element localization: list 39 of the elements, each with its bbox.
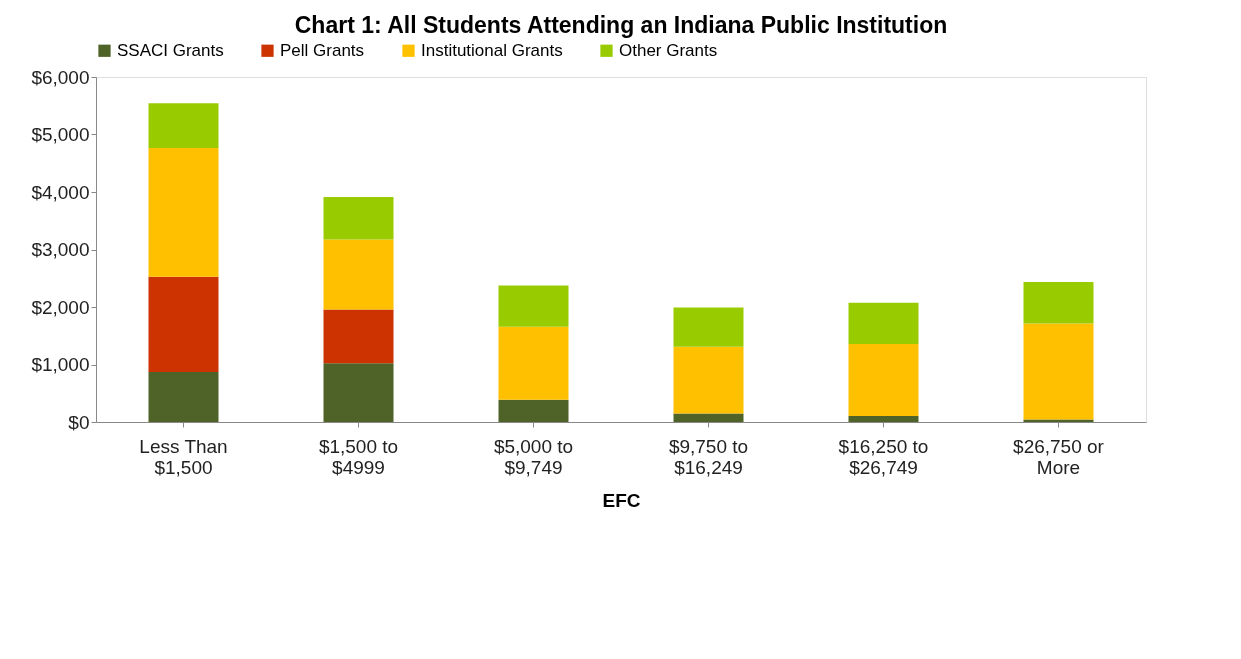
x-tick-label: $1,500 to $4999	[318, 435, 399, 478]
bar	[498, 326, 569, 400]
bar	[673, 413, 744, 422]
legend-label: Institutional Grants	[421, 40, 563, 60]
y-tick-label: $0	[68, 411, 90, 433]
bar	[848, 415, 919, 422]
x-tick-label: $5,000 to $9,749	[493, 435, 574, 478]
bar	[323, 239, 394, 310]
x-tick-label: $9,750 to $16,249	[668, 435, 749, 478]
bar	[1023, 323, 1094, 420]
y-tick-label: $6,000	[31, 66, 90, 88]
y-tick-label: $2,000	[31, 296, 90, 318]
x-tick-label: Less Than $1,500	[139, 435, 228, 478]
bar	[323, 309, 394, 364]
bar	[1023, 281, 1094, 324]
bar	[498, 285, 569, 327]
bar	[148, 276, 219, 372]
bar	[673, 307, 744, 347]
y-tick-label: $1,000	[31, 354, 90, 375]
legend-label: Other Grants	[619, 40, 718, 60]
legend-label: SSACI Grants	[117, 40, 224, 60]
bar	[848, 344, 919, 416]
x-tick-label: $26,750 or More	[1013, 435, 1105, 478]
x-tick-label: $16,250 to $26,749	[838, 435, 929, 478]
bar	[148, 103, 219, 149]
bar	[148, 371, 219, 422]
chart-title: Chart 1: All Students Attending an Indiana Public Institution	[294, 12, 948, 38]
bar	[498, 399, 569, 422]
y-tick-label: $3,000	[31, 239, 90, 260]
y-tick-label: $5,000	[31, 124, 90, 145]
bar	[1023, 419, 1094, 422]
y-tick-label: $4,000	[31, 181, 90, 203]
x-axis-title: EFC	[602, 489, 641, 511]
bar	[148, 148, 219, 277]
bar	[673, 346, 744, 414]
bar	[323, 196, 394, 240]
bar	[848, 302, 919, 345]
bar	[323, 363, 394, 422]
legend-label: Pell Grants	[280, 40, 365, 60]
